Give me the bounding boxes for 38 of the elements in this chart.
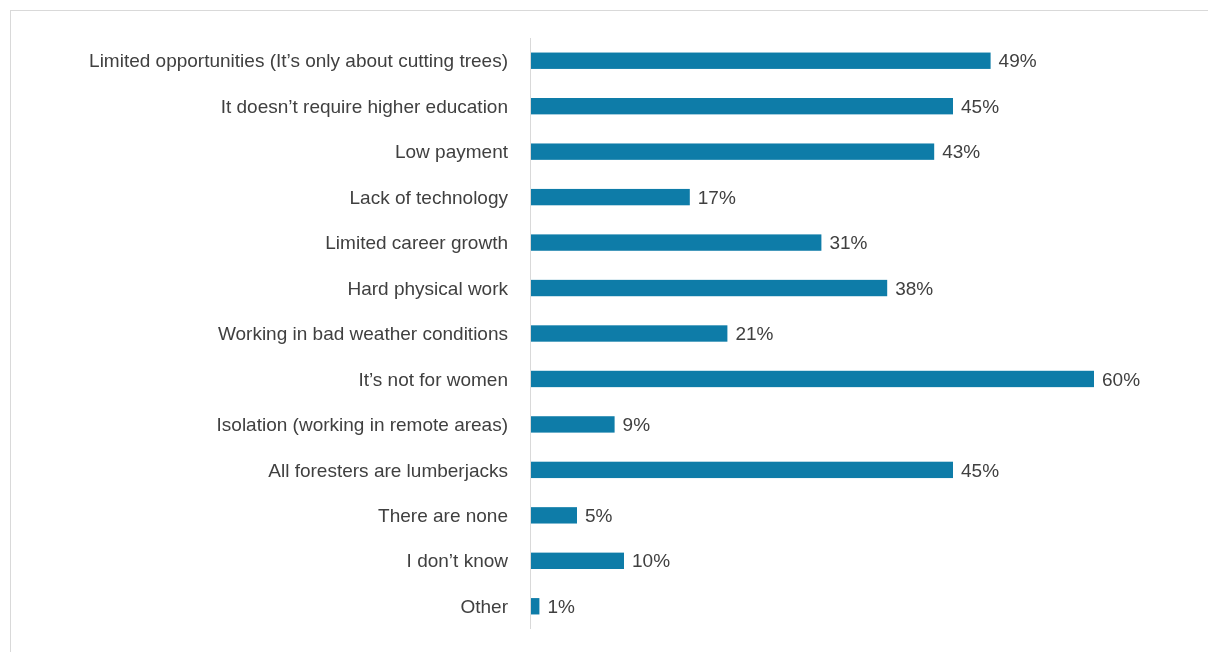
y-tick-label: Lack of technology — [349, 186, 509, 208]
bar — [530, 416, 615, 433]
data-label: 21% — [735, 323, 774, 345]
y-tick-label: Hard physical work — [347, 277, 509, 299]
data-label: 31% — [829, 232, 868, 254]
y-tick-label: Working in bad weather conditions — [217, 323, 508, 345]
bar — [530, 188, 690, 206]
data-label: 45% — [961, 95, 1000, 117]
data-label: 10% — [632, 550, 671, 572]
data-label: 43% — [942, 141, 981, 163]
data-label: 38% — [895, 277, 934, 299]
bar — [530, 234, 822, 251]
bar — [530, 143, 935, 160]
data-label: 9% — [622, 414, 651, 436]
data-label: 5% — [585, 505, 613, 526]
y-tick-label: It’s not for women — [358, 368, 508, 390]
bar — [530, 552, 624, 569]
bar — [530, 52, 991, 69]
bar — [530, 98, 953, 115]
bar — [530, 461, 953, 479]
y-tick-label: Isolation (working in remote areas) — [216, 414, 508, 436]
y-tick-label: Limited opportunities (It’s only about cutting trees) — [89, 50, 508, 72]
data-label: 45% — [961, 459, 1000, 481]
y-tick-label: Limited career growth — [325, 232, 508, 254]
data-label: 60% — [1102, 368, 1141, 390]
bar — [530, 279, 888, 297]
y-tick-label: There are none — [378, 505, 508, 526]
data-label: 49% — [998, 50, 1037, 72]
bar — [530, 325, 728, 342]
y-tick-label: Other — [460, 595, 509, 617]
data-label: 17% — [697, 186, 736, 208]
y-tick-label: All foresters are lumberjacks — [268, 459, 508, 481]
y-tick-label: Low payment — [394, 141, 509, 163]
data-label: 1% — [547, 595, 575, 617]
y-tick-label: It doesn’t require higher education — [220, 95, 508, 117]
bar — [530, 507, 577, 524]
y-tick-label: I don’t know — [406, 550, 509, 572]
bar — [530, 370, 1094, 388]
